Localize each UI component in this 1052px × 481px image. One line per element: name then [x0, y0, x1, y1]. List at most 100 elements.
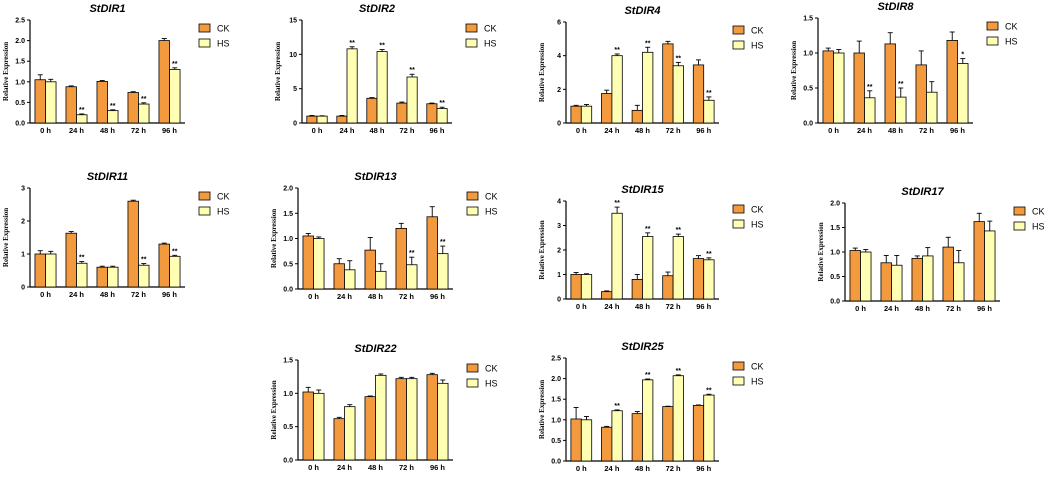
- chart-panel-stdir13: StDIR13 Relative Expression 0.0 0.5 1.0 1.5 2.…: [270, 171, 498, 301]
- y-tick-label: 0.0: [830, 299, 840, 306]
- x-tick-label: 0 h: [855, 304, 866, 313]
- y-tick-label: 1.5: [283, 358, 293, 365]
- bar-ck-72h: [395, 227, 407, 290]
- x-tick-label: 72 h: [399, 292, 414, 301]
- bar-hs-96h: [169, 69, 181, 124]
- significance-marker: **: [614, 403, 620, 410]
- bar-ck-48h: [884, 43, 896, 124]
- y-tick-label: 0: [557, 297, 561, 304]
- y-tick-label: 2.0: [551, 376, 561, 383]
- chart-panel-stdir11: StDIR11 Relative Expression 0 1 2 3 0 h ** 24 h 4…: [2, 171, 230, 299]
- x-tick-label: 0 h: [828, 126, 839, 135]
- y-tick-label: 0.0: [551, 459, 561, 466]
- y-tick-label: 0: [21, 285, 25, 292]
- bar-ck-72h: [662, 406, 674, 462]
- bar-hs-24h: [864, 97, 876, 124]
- bar-ck-72h: [915, 64, 927, 124]
- x-tick-label: 24 h: [69, 290, 84, 299]
- legend-swatch-ck: [466, 191, 479, 201]
- bar-ck-72h: [662, 43, 674, 124]
- x-tick-label: 48 h: [915, 304, 930, 313]
- bar-hs-48h: [895, 96, 907, 124]
- significance-marker: **: [349, 40, 355, 47]
- y-tick-label: 1.5: [830, 225, 840, 232]
- bar-ck-0h: [822, 50, 834, 124]
- bar-hs-0h: [45, 81, 57, 124]
- y-tick-label: 0.0: [283, 458, 293, 465]
- x-tick-label: 48 h: [635, 464, 650, 473]
- significance-marker: **: [79, 107, 85, 114]
- bar-hs-0h: [580, 105, 593, 124]
- x-tick-label: 96 h: [430, 463, 445, 472]
- y-axis-label: Relative Expression: [538, 220, 546, 279]
- bar-hs-48h: [642, 51, 654, 124]
- significance-marker: **: [440, 239, 446, 246]
- bar-ck-48h: [631, 413, 643, 462]
- y-tick-label: 1.0: [830, 250, 840, 257]
- x-tick-label: 48 h: [888, 126, 903, 135]
- y-tick-label: 1.0: [283, 391, 293, 398]
- bar-ck-96h: [692, 64, 705, 124]
- bar-ck-48h: [631, 109, 643, 124]
- bar-ck-0h: [302, 235, 314, 290]
- x-tick-label: 96 h: [950, 126, 965, 135]
- y-tick-label: 1.5: [283, 211, 293, 218]
- bar-hs-24h: [346, 48, 358, 124]
- x-tick-label: 72 h: [666, 126, 681, 135]
- legend-label-hs: HS: [217, 39, 230, 49]
- legend-label-ck: CK: [217, 24, 230, 34]
- y-tick-label: 2.5: [15, 18, 25, 25]
- bar-ck-96h: [426, 103, 438, 124]
- y-tick-label: 4: [557, 199, 561, 206]
- bar-hs-72h: [406, 264, 418, 290]
- bar-hs-72h: [672, 375, 684, 462]
- legend-swatch-hs: [732, 376, 745, 386]
- x-tick-label: 72 h: [131, 126, 146, 135]
- significance-marker: **: [79, 255, 85, 262]
- bar-ck-96h: [426, 216, 438, 290]
- legend-swatch-hs: [1013, 221, 1026, 231]
- bar-ck-0h: [306, 115, 318, 124]
- bar-hs-48h: [642, 236, 654, 300]
- y-axis-label: Relative Expression: [274, 42, 282, 101]
- y-tick-label: 0.0: [803, 121, 813, 128]
- significance-marker: **: [614, 47, 620, 54]
- bar-hs-96h: [703, 394, 715, 462]
- legend-label-hs: HS: [485, 207, 498, 217]
- bar-hs-96h: [169, 255, 181, 288]
- x-tick-label: 72 h: [666, 302, 681, 311]
- bar-hs-24h: [611, 212, 623, 300]
- bar-hs-24h: [344, 269, 356, 290]
- y-tick-label: 1.0: [551, 417, 561, 424]
- chart-title: StDIR8: [877, 1, 914, 13]
- chart-title: StDIR25: [621, 341, 664, 353]
- x-tick-label: 24 h: [604, 464, 619, 473]
- y-tick-label: 0.5: [283, 424, 293, 431]
- bar-ck-24h: [333, 418, 345, 461]
- y-tick-label: 5: [293, 86, 297, 93]
- bar-hs-96h: [703, 99, 715, 124]
- y-tick-label: 2.5: [551, 356, 561, 363]
- significance-marker: **: [706, 387, 712, 394]
- bar-hs-48h: [922, 255, 934, 302]
- bar-hs-72h: [926, 91, 938, 124]
- legend-swatch-ck: [1013, 206, 1026, 216]
- y-tick-label: 0.5: [551, 438, 561, 445]
- significance-marker: **: [141, 257, 147, 264]
- significance-marker: **: [706, 90, 712, 97]
- bar-ck-72h: [662, 275, 674, 300]
- x-tick-label: 0 h: [576, 464, 587, 473]
- significance-marker: **: [141, 96, 147, 103]
- legend-label-hs: HS: [1032, 222, 1045, 232]
- chart-panel-stdir15: StDIR15 Relative Expression 0 1 2 3 4 0 h ** 24 h…: [538, 184, 764, 311]
- x-tick-label: 96 h: [162, 290, 177, 299]
- bar-hs-48h: [107, 266, 119, 288]
- significance-marker: **: [409, 67, 415, 74]
- x-tick-label: 72 h: [666, 464, 681, 473]
- bar-ck-24h: [601, 291, 613, 300]
- bar-ck-48h: [96, 80, 108, 124]
- x-tick-label: 0 h: [308, 463, 319, 472]
- x-tick-label: 96 h: [430, 292, 445, 301]
- bar-hs-72h: [953, 262, 965, 302]
